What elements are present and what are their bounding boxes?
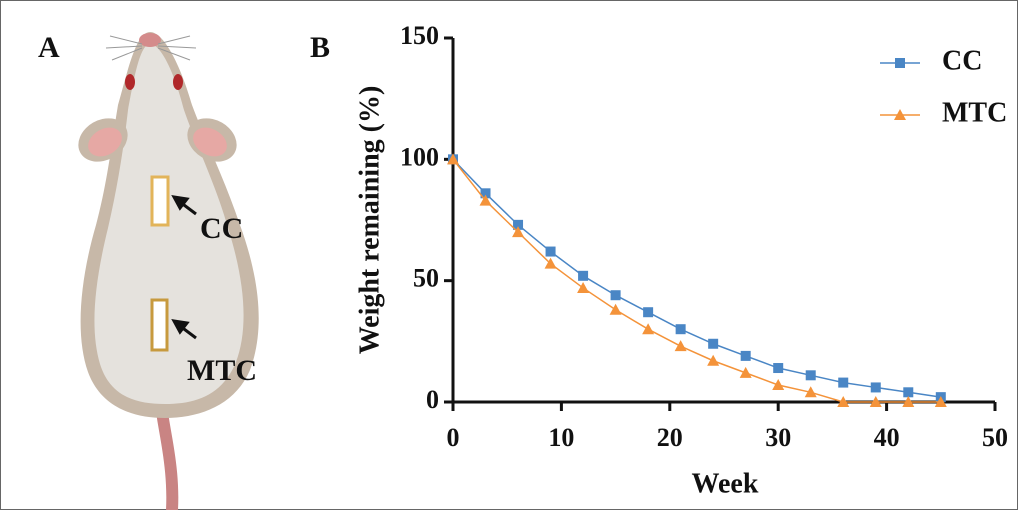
y-tick-label: 50 <box>413 264 439 293</box>
x-tick-label: 50 <box>982 423 1008 452</box>
annotation: MTC <box>187 354 257 387</box>
annotation: CC <box>200 212 243 245</box>
y-tick-label: 150 <box>400 21 439 50</box>
legend-marker <box>895 58 905 68</box>
legend-label: MTC <box>942 97 1007 128</box>
nose <box>139 33 161 47</box>
ear-inner <box>193 127 227 157</box>
point <box>512 226 525 238</box>
legend-label: CC <box>942 45 982 76</box>
arrows <box>171 195 197 340</box>
y-tick-label: 0 <box>426 385 439 414</box>
point <box>902 396 915 407</box>
point <box>479 194 492 206</box>
point <box>513 219 524 230</box>
point <box>740 350 751 361</box>
x-tick-label: 0 <box>447 423 460 452</box>
point <box>869 396 882 407</box>
point <box>609 303 622 315</box>
point <box>805 370 816 381</box>
eye <box>173 74 183 90</box>
point <box>675 324 686 335</box>
point <box>773 363 784 374</box>
x-tick-label: 10 <box>548 423 574 452</box>
point <box>480 188 491 199</box>
y-axis-title: Weight remaining (%) <box>354 86 385 355</box>
mouse-illustration <box>78 32 259 510</box>
eye <box>125 74 135 90</box>
point <box>804 386 817 398</box>
legend-marker <box>894 109 906 120</box>
x-tick-label: 20 <box>657 423 683 452</box>
point <box>447 153 459 165</box>
point <box>707 354 720 366</box>
point <box>642 323 655 335</box>
point <box>708 338 719 349</box>
x-tick-label: 30 <box>765 423 791 452</box>
point <box>578 270 589 281</box>
point <box>903 387 914 398</box>
point <box>772 379 785 391</box>
point <box>934 396 947 407</box>
point <box>838 377 849 388</box>
y-tick-label: 100 <box>400 142 439 171</box>
point <box>577 281 590 293</box>
series-line <box>452 158 941 398</box>
implant <box>150 175 170 227</box>
ear-inner <box>88 127 122 157</box>
point <box>545 246 556 257</box>
point <box>739 366 752 378</box>
tail <box>156 412 179 510</box>
x-tick-label: 40 <box>874 423 900 452</box>
x-axis-title: Week <box>692 468 759 499</box>
panel-label: B <box>310 31 330 64</box>
point <box>870 382 881 393</box>
whiskers <box>105 35 197 61</box>
panel-label: A <box>38 31 60 64</box>
point <box>837 396 850 407</box>
point <box>643 307 654 318</box>
implant <box>150 298 169 352</box>
point <box>544 257 557 269</box>
point <box>610 290 621 301</box>
series-line <box>452 158 941 403</box>
point <box>674 340 687 352</box>
